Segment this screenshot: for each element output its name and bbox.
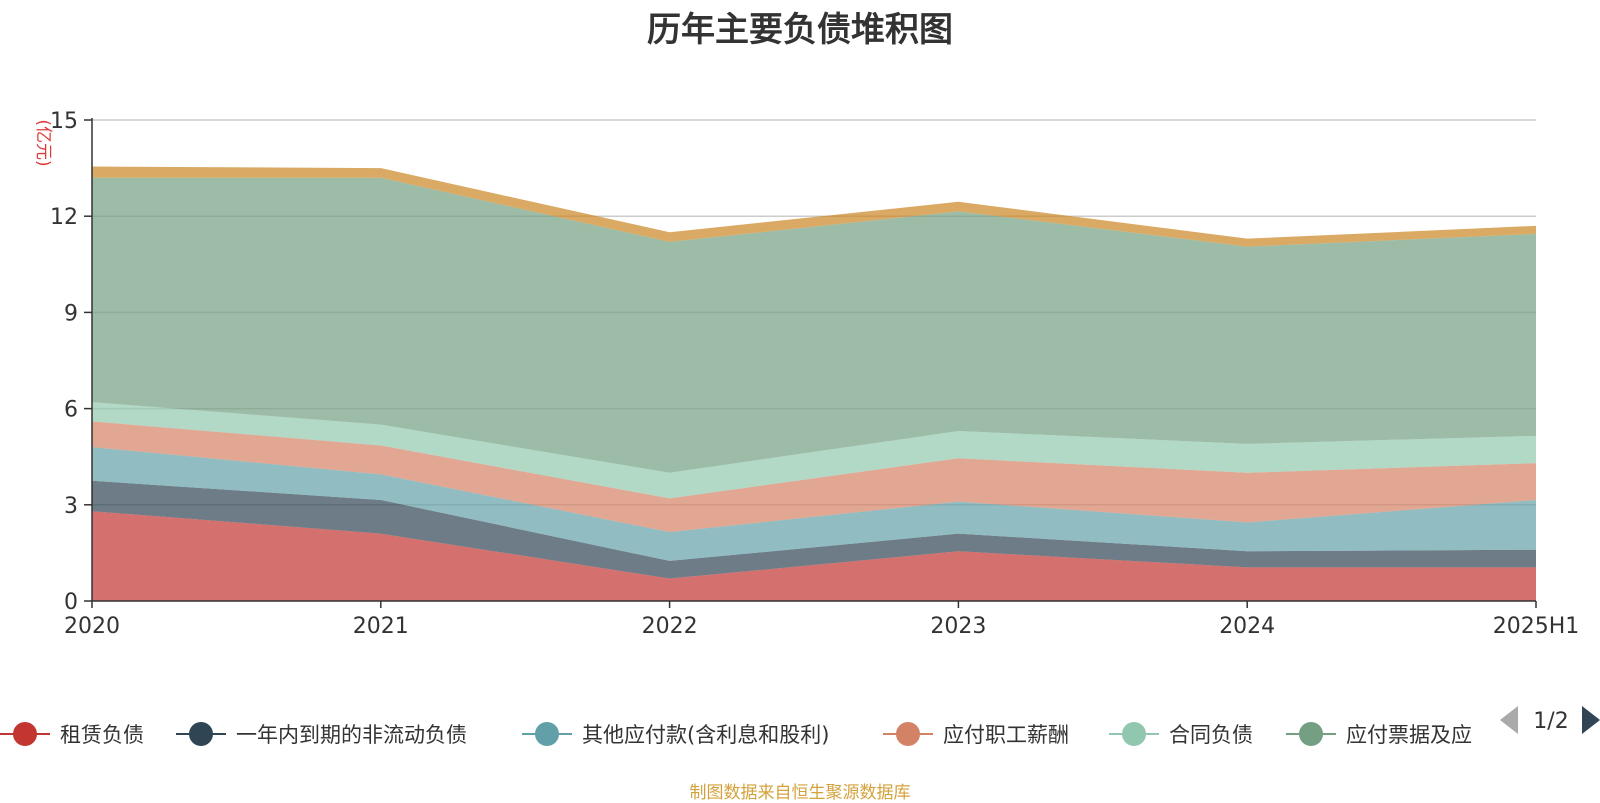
chart-title: 历年主要负债堆积图 — [647, 10, 953, 50]
x-tick-label: 2020 — [64, 614, 120, 639]
area-series-2 — [92, 447, 1536, 561]
legend-next-icon[interactable] — [1582, 706, 1600, 734]
legend-item[interactable]: 一年内到期的非流动负债 — [176, 722, 467, 747]
area-series-5 — [92, 177, 1536, 473]
y-tick-label: 6 — [64, 398, 78, 423]
legend-circle-icon — [1122, 722, 1146, 746]
legend-label: 应付职工薪酬 — [943, 723, 1069, 747]
legend-item[interactable]: 租赁负债 — [0, 722, 144, 747]
y-tick-label: 3 — [64, 494, 78, 519]
x-tick-label: 2023 — [930, 614, 986, 639]
y-tick-label: 0 — [64, 590, 78, 615]
y-tick-label: 15 — [50, 109, 78, 134]
x-tick-label: 2024 — [1219, 614, 1275, 639]
legend-item[interactable]: 应付票据及应 — [1286, 722, 1472, 747]
legend-label: 一年内到期的非流动负债 — [236, 723, 467, 747]
axes: 0 3 6 9 12 15 2020 2021 2022 2023 2024 2025H1 — [50, 109, 1579, 639]
legend-item[interactable]: 应付职工薪酬 — [883, 722, 1069, 747]
area-series-1 — [92, 480, 1536, 579]
legend: 租赁负债 一年内到期的非流动负债 其他应付款(含利息和股利) 应付职工薪酬 合同负债 应付… — [0, 722, 1472, 747]
y-tick-label: 12 — [50, 205, 78, 230]
y-tick-label: 9 — [64, 301, 78, 326]
area-series — [92, 166, 1536, 601]
x-tick-label: 2025H1 — [1493, 614, 1580, 639]
y-axis-unit-label: (亿元) — [33, 119, 53, 166]
area-series-4 — [92, 402, 1536, 499]
legend-pager: 1/2 — [1500, 706, 1600, 734]
legend-prev-icon[interactable] — [1500, 706, 1518, 734]
data-source-footnote: 制图数据来自恒生聚源数据库 — [689, 783, 911, 803]
x-tick-label: 2022 — [642, 614, 698, 639]
legend-page-indicator: 1/2 — [1533, 709, 1568, 734]
area-series-3 — [92, 421, 1536, 533]
legend-label: 其他应付款(含利息和股利) — [582, 723, 829, 747]
legend-item[interactable]: 其他应付款(含利息和股利) — [522, 722, 829, 747]
legend-circle-icon — [13, 722, 37, 746]
legend-circle-icon — [189, 722, 213, 746]
legend-label: 应付票据及应 — [1346, 723, 1472, 747]
legend-item[interactable]: 合同负债 — [1109, 722, 1253, 747]
x-tick-label: 2021 — [353, 614, 409, 639]
legend-label: 合同负债 — [1169, 723, 1253, 747]
area-series-0 — [92, 511, 1536, 601]
legend-circle-icon — [896, 722, 920, 746]
area-series-6 — [92, 166, 1536, 247]
legend-circle-icon — [1299, 722, 1323, 746]
legend-label: 租赁负债 — [60, 723, 144, 747]
legend-circle-icon — [535, 722, 559, 746]
